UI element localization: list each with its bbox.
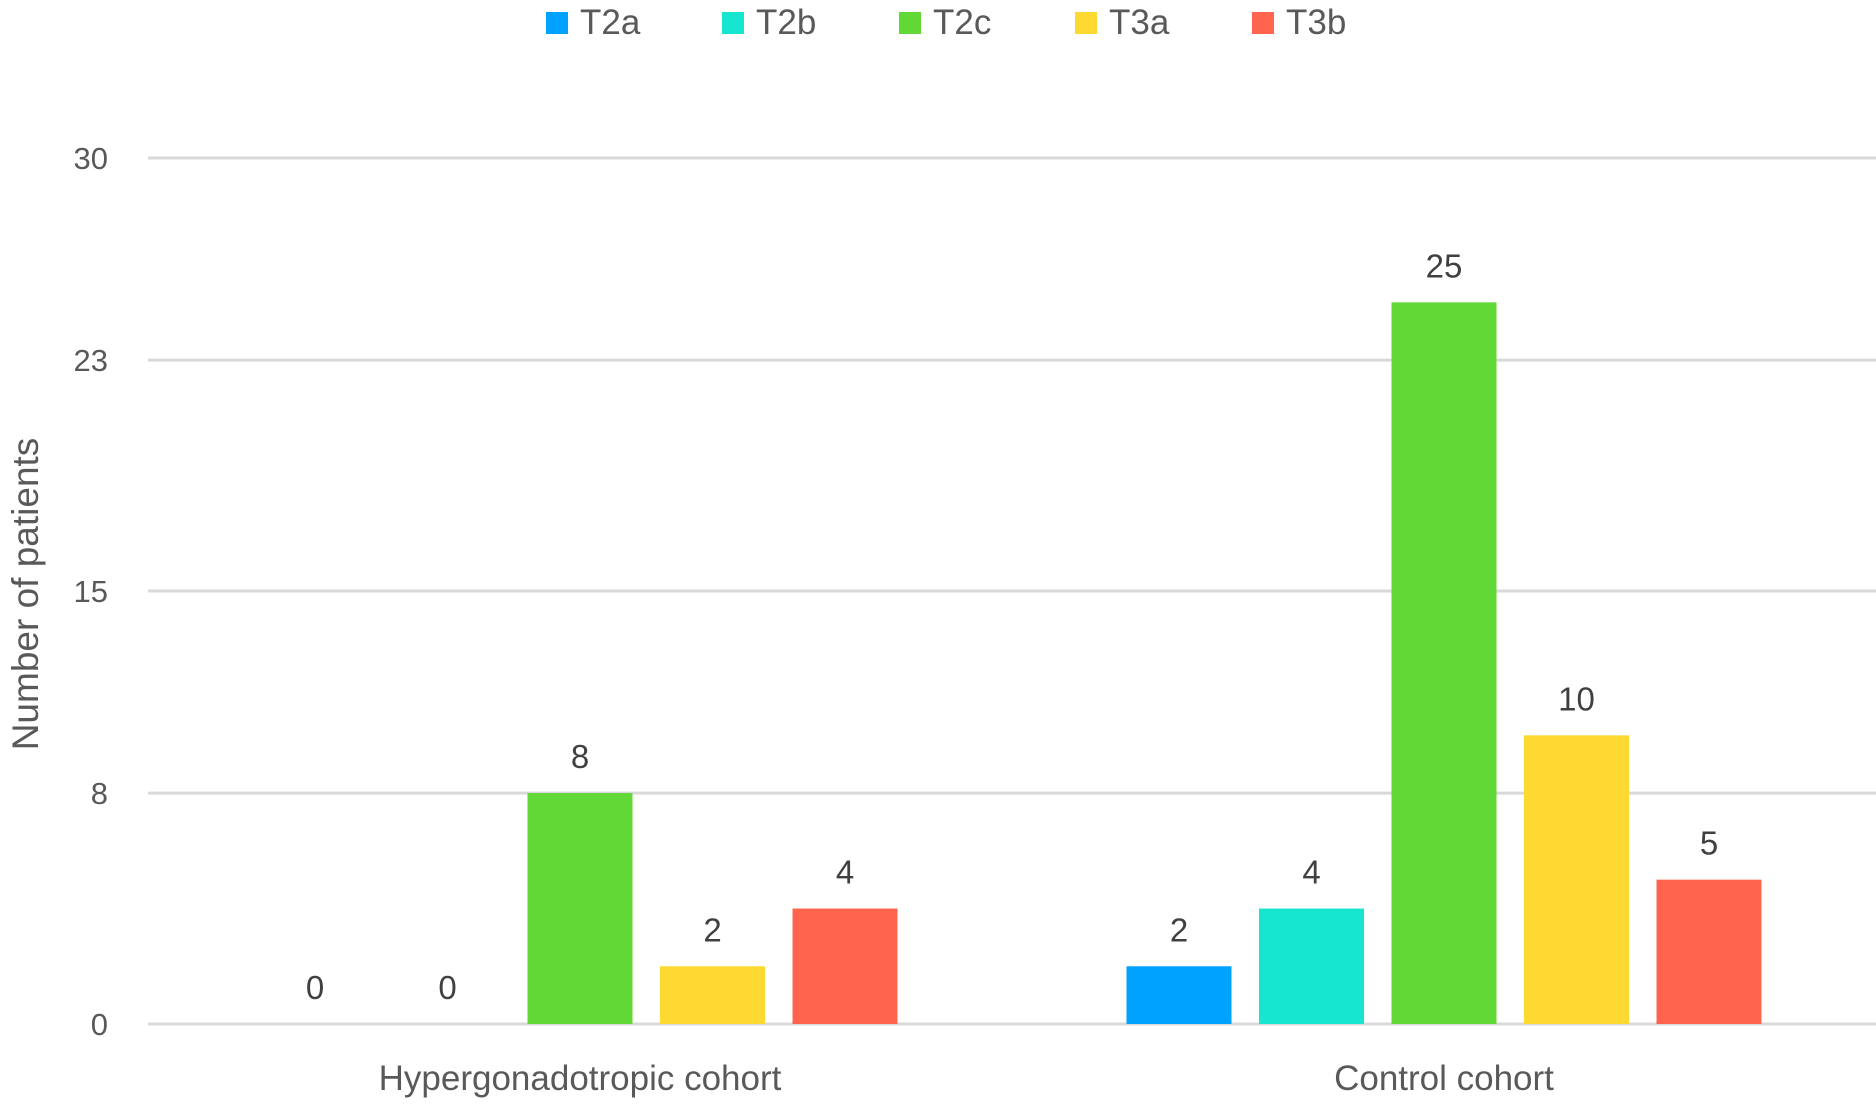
legend-swatch-t3a: [1075, 12, 1097, 34]
y-tick-label-15: 15: [74, 574, 108, 609]
category-label-0: Hypergonadotropic cohort: [379, 1059, 782, 1098]
data-label-t3b-0: 4: [836, 854, 854, 891]
legend-item-t3a: T3a: [1075, 3, 1170, 42]
data-label-t3a-1: 10: [1558, 680, 1595, 717]
legend-label-t3a: T3a: [1109, 3, 1170, 42]
legend-label-t2a: T2a: [580, 3, 641, 42]
bar-t3b-control: [1656, 879, 1762, 1024]
legend-item-t2b: T2b: [722, 3, 816, 42]
data-label-t2b-1: 4: [1302, 854, 1320, 891]
legend-swatch-t2c: [899, 12, 921, 34]
legend-swatch-t3b: [1252, 12, 1274, 34]
y-axis-ticks: 0 8 15 23 30: [74, 141, 108, 1042]
data-label-t2a-1: 2: [1170, 911, 1188, 948]
legend-label-t2b: T2b: [756, 3, 816, 42]
legend: T2a T2b T2c T3a T3b: [546, 3, 1346, 42]
data-label-t2c-0: 8: [571, 738, 589, 775]
legend-item-t3b: T3b: [1252, 3, 1346, 42]
bar-t2c-hypergonadotropic: [527, 793, 633, 1024]
y-tick-label-8: 8: [91, 776, 108, 811]
bar-t3b-hypergonadotropic: [792, 908, 898, 1024]
y-axis-title: Number of patients: [5, 438, 46, 751]
data-labels: 0 0 8 2 4 2 4 25 10 5: [306, 247, 1718, 1006]
y-tick-label-23: 23: [74, 343, 108, 378]
data-label-t2c-1: 25: [1426, 247, 1463, 284]
data-label-t3a-0: 2: [703, 911, 721, 948]
data-label-t2b-0: 0: [438, 969, 456, 1006]
x-axis-categories: Hypergonadotropic cohort Control cohort: [379, 1059, 1555, 1098]
legend-label-t3b: T3b: [1286, 3, 1346, 42]
legend-swatch-t2a: [546, 12, 568, 34]
data-label-t2a-0: 0: [306, 969, 324, 1006]
y-tick-label-30: 30: [74, 141, 108, 176]
legend-item-t2c: T2c: [899, 3, 991, 42]
bar-t2c-control: [1391, 302, 1497, 1024]
legend-swatch-t2b: [722, 12, 744, 34]
bar-t3a-control: [1524, 735, 1629, 1024]
bar-t3a-hypergonadotropic: [660, 966, 765, 1024]
bar-t2a-control: [1126, 966, 1232, 1024]
y-tick-label-0: 0: [91, 1007, 108, 1042]
category-label-1: Control cohort: [1334, 1059, 1554, 1098]
bar-t2b-control: [1259, 908, 1364, 1024]
legend-item-t2a: T2a: [546, 3, 641, 42]
bars: [527, 302, 1762, 1024]
legend-label-t2c: T2c: [933, 3, 991, 42]
data-label-t3b-1: 5: [1700, 825, 1718, 862]
